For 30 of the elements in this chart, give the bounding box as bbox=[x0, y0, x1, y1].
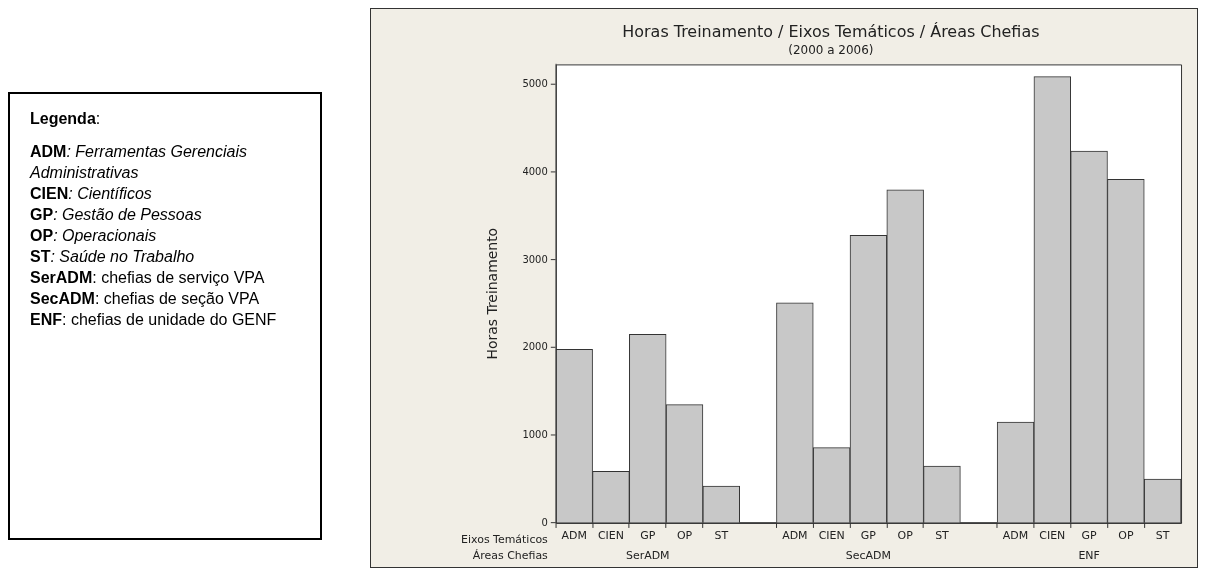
x-tick-label: GP bbox=[640, 529, 656, 543]
chart-title: Horas Treinamento / Eixos Temáticos / Áreas Chefias bbox=[622, 21, 1040, 41]
x-tick-label: GP bbox=[860, 529, 877, 543]
x-tick-label: OP bbox=[1118, 529, 1134, 543]
x-tick-label: ADM bbox=[1002, 529, 1029, 543]
y-tick-label: 4000 bbox=[522, 165, 548, 177]
x-tick-label: OP bbox=[897, 529, 914, 543]
text: SecADM bbox=[845, 548, 891, 562]
text: SerADM bbox=[625, 548, 670, 562]
x-tick-label: ST bbox=[1155, 529, 1170, 543]
y-tick-label: 1000 bbox=[522, 428, 548, 440]
x-tick-label: CIEN bbox=[597, 529, 624, 543]
x-tick-label: GP bbox=[1081, 529, 1098, 543]
x-tick-label: CIEN bbox=[818, 529, 845, 543]
text: Áreas Chefias bbox=[472, 548, 549, 562]
legend-panel: Legenda: ADM: Ferramentas Gerenciais Administrativas CIEN: Científicos GP: Gestão de Pessoas OP: Operacionais ST: Saúde no Trabalho SerADM: chefias de serviço VPA SecADM: chefias de seção VPA ENF: chefias de unidade do GENF bbox=[8, 92, 322, 540]
y-tick-label: 3000 bbox=[522, 253, 548, 265]
y-tick-label: 2000 bbox=[522, 341, 548, 353]
chart-subtitle: (2000 a 2006) bbox=[788, 43, 874, 58]
y-axis-title: Horas Treinamento bbox=[483, 227, 500, 360]
y-tick-label: 0 bbox=[541, 516, 548, 528]
y-tick-label: 5000 bbox=[522, 78, 548, 90]
x-tick-label: ADM bbox=[782, 529, 808, 543]
text: ENF bbox=[1078, 548, 1100, 562]
x-tick-label: ST bbox=[935, 529, 950, 543]
x-tick-label: ST bbox=[714, 529, 729, 543]
x-tick-label: OP bbox=[676, 529, 693, 543]
x-tick-label: CIEN bbox=[1039, 529, 1066, 543]
x-tick-label: ADM bbox=[561, 529, 587, 543]
text: Eixos Temáticos bbox=[461, 532, 549, 546]
